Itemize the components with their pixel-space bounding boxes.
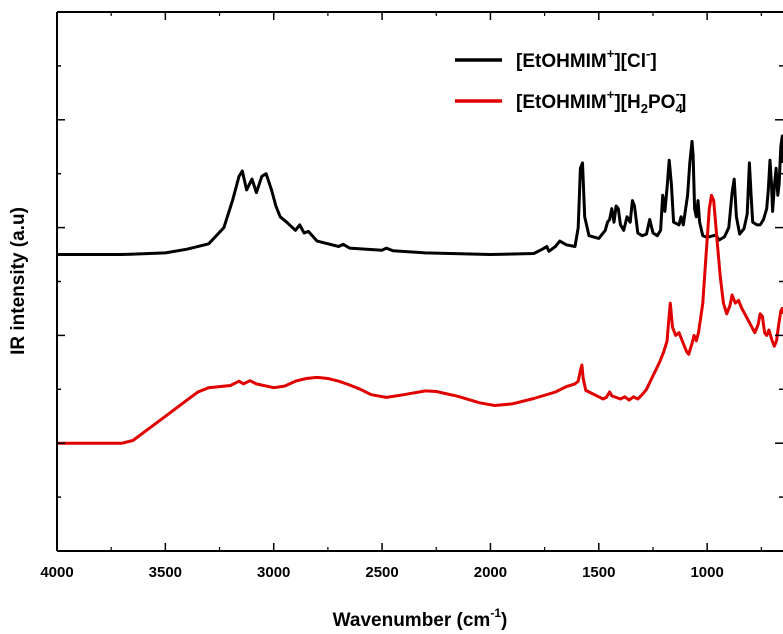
legend-1-sup2: - [676, 86, 680, 101]
legend-0-sup1: + [607, 46, 615, 61]
x-tick-label-4: 2000 [474, 564, 507, 581]
series-line-1 [57, 193, 783, 445]
x-axis-title-sup: -1 [490, 606, 501, 620]
x-tick-label-2: 3000 [257, 564, 290, 581]
legend-0-base: [EtOHMIM [516, 51, 607, 72]
legend-1-base: [EtOHMIM [516, 92, 607, 113]
x-tick-label-1: 3500 [149, 564, 182, 581]
legend-0-mid: ][Cl [614, 51, 646, 72]
y-axis-title: IR intensity (a.u) [8, 207, 29, 355]
legend-label-0: [EtOHMIM+][Cl-] [516, 46, 657, 72]
ticks [56, 12, 783, 551]
legend-1-sub1: 2 [641, 101, 648, 116]
legend-label-1: [EtOHMIM+][H2PO4-] [516, 86, 686, 116]
series-line-0 [57, 134, 783, 256]
x-tick-label-5: 1500 [582, 564, 615, 581]
legend-1-mid: ][H [614, 92, 640, 113]
legend: [EtOHMIM+][Cl-] [EtOHMIM+][H2PO4-] [455, 46, 686, 116]
legend-0-tail: ] [650, 51, 656, 72]
legend-1-mid2: PO [648, 92, 675, 113]
x-axis-title-tail: ) [501, 610, 507, 631]
x-axis-title: Wavenumber (cm-1) [333, 606, 508, 631]
series-layer [57, 134, 783, 445]
legend-1-sub2: 4 [675, 101, 683, 116]
legend-1-sup1: + [607, 87, 615, 102]
legend-0-sup2: - [646, 46, 650, 61]
x-tick-label-3: 2500 [365, 564, 398, 581]
x-tick-label-0: 4000 [40, 564, 73, 581]
x-tick-label-6: 1000 [690, 564, 723, 581]
x-axis-title-main: Wavenumber (cm [333, 610, 491, 631]
x-tick-labels: 4000 3500 3000 2500 2000 1500 1000 [40, 564, 724, 581]
legend-1-tail: ] [680, 92, 686, 113]
